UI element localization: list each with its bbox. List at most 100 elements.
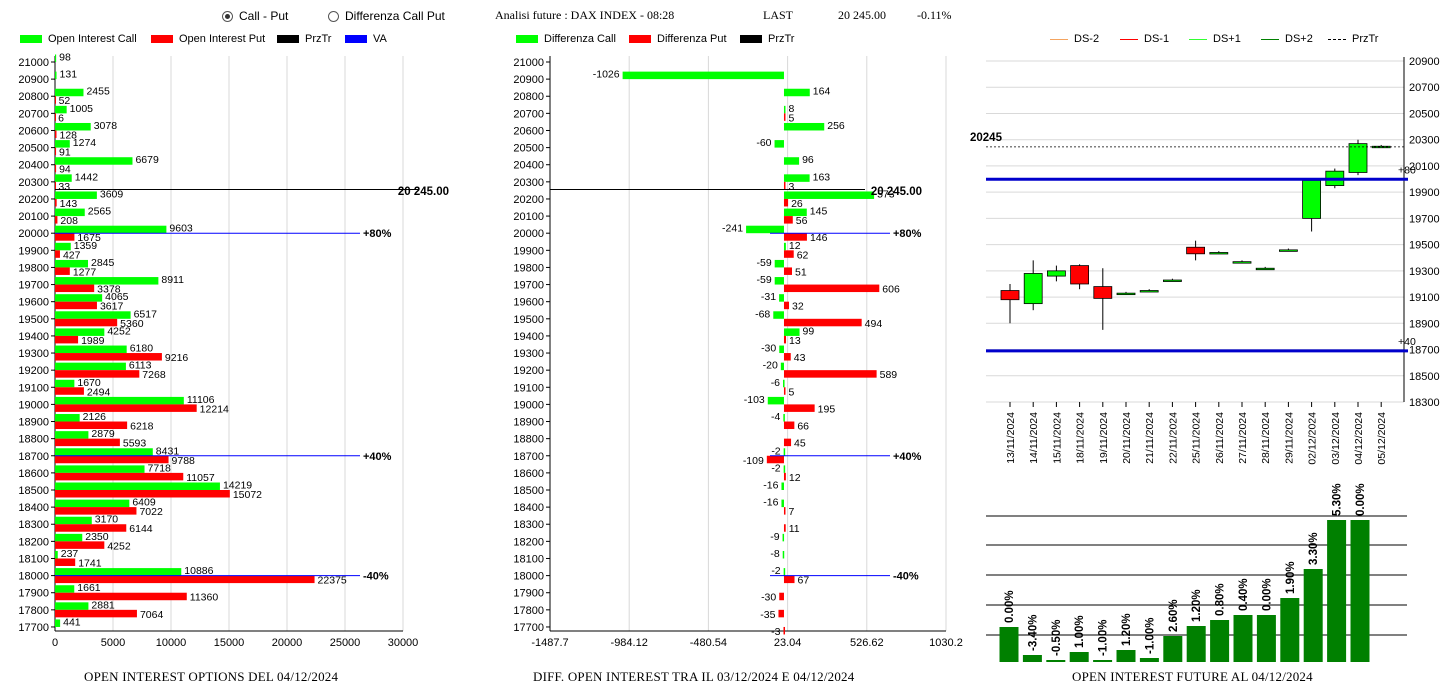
data-label-diff-call: -2 xyxy=(771,445,780,457)
data-label-put: 1675 xyxy=(77,232,101,244)
data-label-call: 3170 xyxy=(95,514,119,526)
bar-put xyxy=(55,198,57,207)
y-tick-label: 18500 xyxy=(513,485,544,497)
y-tick-label: 19500 xyxy=(18,314,49,326)
y-tick-label: 20600 xyxy=(513,125,544,137)
data-label-diff-put: 195 xyxy=(818,403,836,415)
data-label-diff-call: -31 xyxy=(761,291,776,303)
bar-diff-put xyxy=(783,198,789,207)
data-label-put: 11057 xyxy=(186,472,215,484)
bar-diff-call xyxy=(781,482,784,490)
x-tick-label: 30000 xyxy=(388,637,419,649)
data-label-diff-put: 12 xyxy=(789,472,801,484)
y-tick-label: 21000 xyxy=(18,57,49,69)
bar-diff-put xyxy=(783,267,792,275)
y-tick-label: 19300 xyxy=(1409,266,1440,278)
data-label-call: 2565 xyxy=(88,206,112,218)
y-tick-label: 17900 xyxy=(18,588,49,600)
bar-put xyxy=(55,96,56,104)
bar-call xyxy=(55,174,72,182)
radio-call-put[interactable]: Call - Put xyxy=(222,9,288,23)
last-value: 20 245.00 xyxy=(838,8,886,22)
data-label-put: 5593 xyxy=(123,438,147,450)
y-tick-label: 19100 xyxy=(18,382,49,394)
candle-down xyxy=(1093,286,1113,299)
bar-call xyxy=(55,259,89,268)
x-tick-label: 15000 xyxy=(214,637,245,649)
data-label-diff-put: 146 xyxy=(810,232,828,244)
y-tick-label: 19300 xyxy=(513,348,544,360)
y-tick-label: 20700 xyxy=(18,108,49,120)
x-tick-label: -480.54 xyxy=(690,637,727,649)
bar-oi-future xyxy=(1069,652,1089,662)
bar-diff-call xyxy=(783,414,785,422)
bar-diff-call xyxy=(783,105,786,114)
data-label-call: 6113 xyxy=(129,360,152,372)
candle-up xyxy=(1139,290,1159,293)
data-label-put: 208 xyxy=(60,215,78,227)
data-label-put: 52 xyxy=(59,95,71,107)
data-label-put: 1989 xyxy=(81,335,105,347)
bar-oi-future xyxy=(1186,626,1206,662)
y-tick-label: 17900 xyxy=(513,588,544,600)
bar-call xyxy=(55,379,75,388)
y-tick-label: 18200 xyxy=(513,536,544,548)
y-tick-label: 18500 xyxy=(18,485,49,497)
bar-diff-call xyxy=(779,294,784,302)
bar-diff-call xyxy=(774,277,784,285)
x-tick-label: 03/12/2024 xyxy=(1330,412,1342,465)
data-label-put: 427 xyxy=(63,249,81,261)
data-label-diff-call: -2 xyxy=(771,462,780,474)
bar-put xyxy=(55,113,56,121)
data-label-diff-put: 43 xyxy=(794,352,806,364)
legend-item-ds-minus1: DS-1 xyxy=(1120,33,1169,45)
data-label-diff-call: -59 xyxy=(757,274,772,286)
bar-put xyxy=(55,438,120,447)
bar-put xyxy=(55,575,315,584)
bar-diff-put xyxy=(783,353,791,361)
x-tick-label: 19/11/2024 xyxy=(1098,412,1110,464)
bar-call xyxy=(55,157,133,165)
legend-item-oi-put: Open Interest Put xyxy=(151,33,265,45)
legend-item-ds-minus2: DS-2 xyxy=(1050,33,1099,45)
bar-put xyxy=(55,147,57,156)
data-label-diff-call: -8 xyxy=(770,548,779,560)
change-value: -0.11% xyxy=(917,8,952,22)
data-label-diff-call: -59 xyxy=(757,257,772,269)
data-label-diff-put: 5 xyxy=(788,112,794,124)
bar-diff-call xyxy=(782,533,785,542)
data-label-diff-put: 606 xyxy=(882,284,900,296)
bar-call xyxy=(55,362,126,371)
x-tick-label: 25/11/2024 xyxy=(1191,412,1203,464)
bar-diff-call xyxy=(783,122,825,131)
va-label: +80% xyxy=(893,228,922,240)
bar-call xyxy=(55,294,103,302)
bar-diff-put xyxy=(783,216,793,224)
bar-call xyxy=(55,140,70,148)
y-tick-label: 19600 xyxy=(513,297,544,309)
data-label-diff-put: 589 xyxy=(880,369,898,381)
candle-up xyxy=(1232,261,1252,264)
y-tick-label: 18100 xyxy=(18,553,49,565)
bar-diff-put xyxy=(783,113,786,121)
data-label-diff-call: -68 xyxy=(755,308,770,320)
x-tick-label: 20/11/2024 xyxy=(1121,412,1133,464)
bar-call xyxy=(55,465,145,473)
y-tick-label: 18300 xyxy=(1409,397,1440,409)
y-tick-label: 20900 xyxy=(18,74,49,86)
data-label-call: 8431 xyxy=(156,445,180,457)
y-tick-label: 19800 xyxy=(18,262,49,274)
radio-differenza-call-put[interactable]: Differenza Call Put xyxy=(328,9,445,23)
last-price-label: 20 245.00 xyxy=(871,186,922,198)
x-tick-label: 27/11/2024 xyxy=(1237,412,1249,464)
data-label-diff-call: -9 xyxy=(770,531,779,543)
y-tick-label: 19700 xyxy=(1409,213,1440,225)
data-label-diff-call: -16 xyxy=(763,480,778,492)
bar-diff-put xyxy=(783,472,786,481)
legend-item-future-prztr: PrzTr xyxy=(1328,33,1378,45)
bar-put xyxy=(55,181,56,190)
data-label-call: 2126 xyxy=(83,411,107,423)
footer-future: OPEN INTEREST FUTURE AL 04/12/2024 xyxy=(1072,669,1313,684)
x-tick-label: 526.62 xyxy=(850,637,884,649)
x-tick-label: 23.04 xyxy=(774,637,802,649)
